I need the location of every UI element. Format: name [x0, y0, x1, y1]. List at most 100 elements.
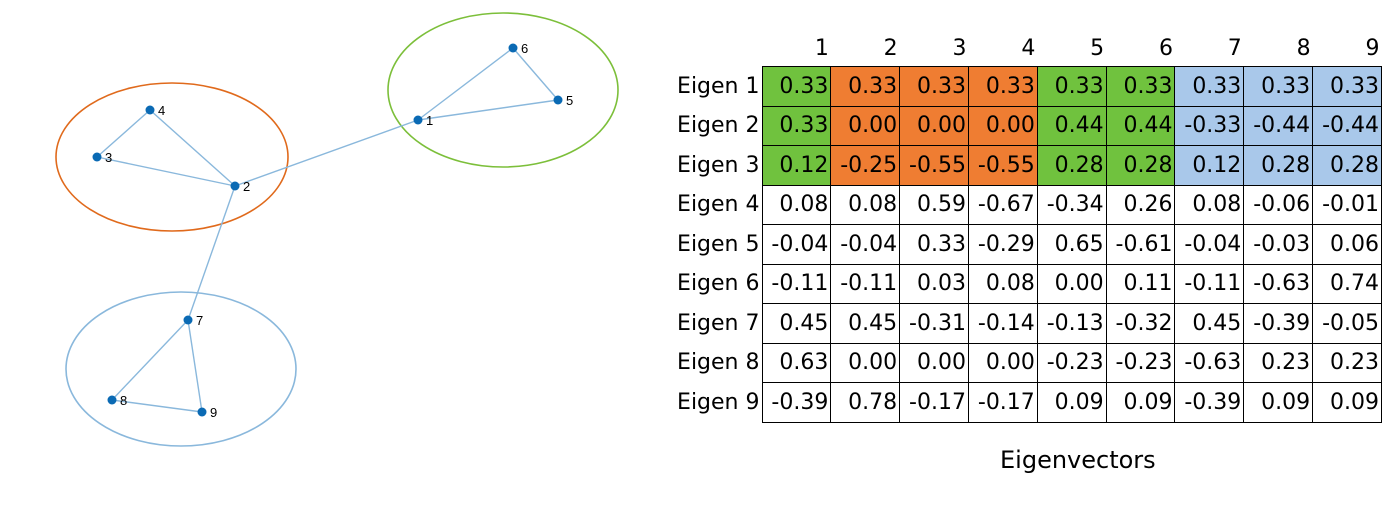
table-cell: -0.14: [967, 303, 1038, 344]
table-row: Eigen 7 0.45 0.45 -0.31 -0.14 -0.13 -0.32 0.45-…: [662, 303, 1382, 344]
graph-node: [553, 95, 563, 105]
table-cell: -0.61: [1105, 224, 1176, 265]
table-cell: 0.45: [830, 303, 901, 344]
table-cell: -0.05: [1312, 303, 1382, 344]
graph-edge: [111, 399, 203, 413]
graph-edge: [96, 109, 151, 158]
table-cell: 0.06: [1312, 224, 1382, 265]
table-cell: 0.00: [967, 342, 1038, 383]
table-cell: 0.00: [830, 105, 901, 146]
node-label: 2: [243, 179, 250, 194]
graph-edges: [96, 47, 559, 413]
table-cell: 0.08: [967, 263, 1038, 304]
table-cell: -0.04: [1174, 224, 1245, 265]
table-cell: 0.26: [1105, 184, 1176, 225]
table-cell: 0.00: [1036, 263, 1107, 304]
table-cell: -0.29: [967, 224, 1038, 265]
node-label: 1: [426, 113, 433, 128]
table-cell: -0.11: [761, 263, 832, 304]
node-label: 5: [566, 93, 573, 108]
cluster-ellipses: [55, 12, 619, 447]
eigenvector-rows: Eigen 1 0.33 0.33 0.33 0.33 0.33 0.33 0.33 0.33 0…: [662, 66, 1382, 423]
table-cell: 0.00: [830, 342, 901, 383]
table-cell: 0.28: [1105, 145, 1176, 186]
table-row: Eigen 8 0.63 0.00 0.00 0.00 -0.23 -0.23 -0.63 0.…: [662, 342, 1382, 383]
table-cell: 0.45: [761, 303, 832, 344]
node-label: 7: [196, 313, 203, 328]
column-header: 1: [814, 35, 829, 61]
cluster-ellipse: [55, 82, 289, 232]
table-cell: 0.33: [1312, 66, 1382, 107]
table-cell: -0.39: [761, 382, 832, 423]
cluster-ellipse: [65, 291, 297, 447]
column-header: 9: [1365, 35, 1380, 61]
table-cell: 0.09: [1036, 382, 1107, 423]
table-cell: 0.00: [899, 342, 969, 383]
table-cell: 0.45: [1174, 303, 1245, 344]
table-cell: -0.39: [1243, 303, 1314, 344]
table-cell: 0.44: [1105, 105, 1176, 146]
graph-edge: [96, 156, 236, 187]
graph-edge: [149, 109, 236, 187]
graph-node: [197, 407, 207, 417]
column-header: 6: [1158, 35, 1173, 61]
table-cell: 0.09: [1105, 382, 1176, 423]
row-label: Eigen 2: [677, 113, 760, 139]
row-label: Eigen 3: [677, 152, 760, 178]
table-cell: 0.33: [1105, 66, 1176, 107]
table-cell: -0.25: [830, 145, 901, 186]
graph-node: [413, 115, 423, 125]
graph-node: [230, 181, 240, 191]
node-label: 4: [158, 103, 165, 118]
column-header: 8: [1296, 35, 1311, 61]
table-cell: 0.33: [1243, 66, 1314, 107]
table-cell: -0.67: [967, 184, 1038, 225]
corner-cell: [662, 30, 762, 67]
column-header: 2: [883, 35, 898, 61]
table-cell: -0.34: [1036, 184, 1107, 225]
table-cell: -0.55: [967, 145, 1038, 186]
table-cell: 0.11: [1105, 263, 1176, 304]
cluster-graph: 1 2 3 4 5 6 7 8 9: [55, 12, 619, 447]
graph-edge: [187, 319, 203, 413]
table-cell: 0.08: [830, 184, 901, 225]
table-row: Eigen 1 0.33 0.33 0.33 0.33 0.33 0.33 0.33 0.33 0…: [662, 66, 1382, 107]
table-cell: -0.23: [1105, 342, 1176, 383]
table-cell: -0.17: [967, 382, 1038, 423]
table-cell: -0.03: [1243, 224, 1314, 265]
table-cell: 0.44: [1036, 105, 1107, 146]
table-row: Eigen 2 0.33 0.00 0.00 0.00 0.44 0.44 -0.33 -0.4…: [662, 105, 1382, 146]
table-cell: 0.33: [899, 66, 969, 107]
row-label: Eigen 9: [677, 389, 760, 415]
graph-nodes: 1 2 3 4 5 6 7 8 9: [92, 41, 573, 420]
table-cell: 0.03: [899, 263, 969, 304]
table-cell: 0.65: [1036, 224, 1107, 265]
table-cell: 0.12: [1174, 145, 1245, 186]
table-cell: 0.28: [1243, 145, 1314, 186]
table-cell: -0.63: [1174, 342, 1245, 383]
table-row: Eigen 4 0.08 0.08 0.59 -0.67 -0.34 0.26 0.08 -0.…: [662, 184, 1382, 225]
graph-edge: [512, 47, 559, 101]
table-cell: -0.44: [1243, 105, 1314, 146]
table-cell: -0.04: [830, 224, 901, 265]
column-header-row: 1 2 3 4 5 6 7 8 9: [662, 30, 1382, 67]
graph-node: [92, 152, 102, 162]
graph-node: [145, 105, 155, 115]
table-cell: -0.33: [1174, 105, 1245, 146]
table-cell: -0.55: [899, 145, 969, 186]
node-label: 8: [120, 393, 127, 408]
table-cell: 0.33: [1174, 66, 1245, 107]
table-row: Eigen 3 0.12 -0.25 -0.55 -0.55 0.28 0.28 0.12 0.…: [662, 145, 1382, 186]
table-cell: 0.23: [1243, 342, 1314, 383]
table-cell: 0.74: [1312, 263, 1382, 304]
node-label: 9: [210, 405, 217, 420]
table-cell: 0.00: [967, 105, 1038, 146]
table-cell: -0.04: [761, 224, 832, 265]
graph-node: [107, 395, 117, 405]
table-row: Eigen 9 -0.39 0.78 -0.17 -0.17 0.09 0.09 -0.39 0…: [662, 382, 1382, 423]
graph-node: [508, 43, 518, 53]
table-cell: 0.12: [761, 145, 832, 186]
row-label: Eigen 5: [677, 231, 760, 257]
table-cell: 0.00: [899, 105, 969, 146]
